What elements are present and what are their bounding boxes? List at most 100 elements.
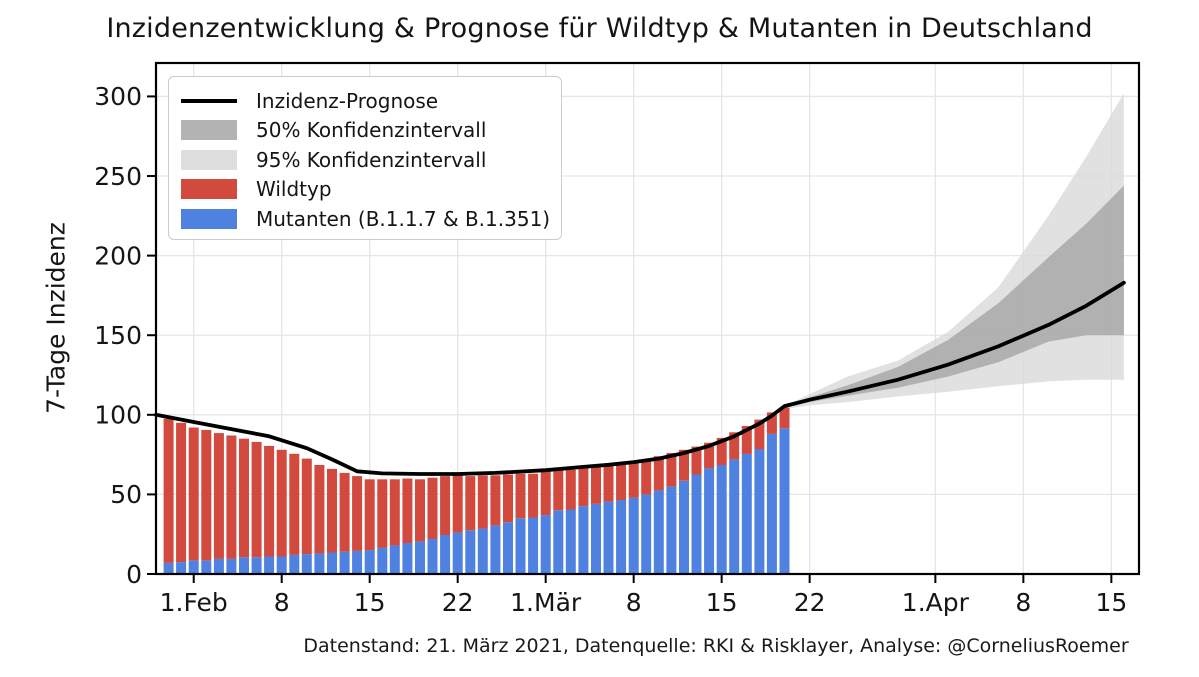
bar-wildtyp (704, 442, 715, 469)
bar-wildtyp (239, 438, 249, 558)
bar-wildtyp (603, 465, 614, 502)
mutanten-bars (163, 428, 790, 574)
bar-mutanten (201, 560, 212, 574)
bar-wildtyp (616, 464, 627, 500)
bar-wildtyp (490, 475, 501, 526)
bar-wildtyp (364, 479, 375, 551)
legend-label: 50% Konfidenzintervall (256, 118, 487, 143)
bar-mutanten (553, 510, 564, 574)
bar-mutanten (565, 509, 576, 574)
bar-mutanten (741, 453, 752, 574)
x-tick-label: 15 (706, 588, 738, 617)
bar-mutanten (452, 532, 463, 574)
bar-wildtyp (515, 473, 526, 519)
bar-mutanten (603, 501, 614, 574)
bar-wildtyp (176, 422, 187, 563)
bar-mutanten (276, 556, 287, 574)
bar-mutanten (729, 459, 740, 574)
x-tick-label: 15 (1095, 588, 1127, 617)
bar-wildtyp (691, 446, 702, 475)
bar-wildtyp (754, 419, 765, 450)
bar-mutanten (477, 528, 488, 574)
bar-wildtyp (591, 467, 601, 504)
bar-mutanten (766, 433, 777, 574)
bar-wildtyp (766, 412, 777, 434)
x-tick-label: 8 (626, 588, 642, 617)
bar-mutanten (716, 465, 727, 574)
bar-mutanten (352, 550, 363, 574)
bar-mutanten (226, 558, 237, 574)
bar-wildtyp (477, 475, 488, 529)
bar-mutanten (528, 517, 539, 574)
bar-mutanten (402, 543, 413, 574)
bar-wildtyp (402, 478, 413, 543)
bar-mutanten (779, 428, 790, 574)
bar-mutanten (465, 530, 476, 574)
bar-mutanten (176, 562, 187, 574)
legend-item-ci95: 95% Konfidenzintervall (181, 145, 561, 175)
bar-wildtyp (653, 456, 664, 491)
y-tick-label: 150 (94, 321, 142, 350)
bar-mutanten (628, 497, 639, 574)
bar-wildtyp (679, 449, 689, 481)
bar-mutanten (503, 522, 513, 574)
x-tick-label: 1.Apr (902, 588, 970, 617)
bar-wildtyp (540, 471, 551, 516)
bar-mutanten (540, 515, 551, 574)
bar-wildtyp (452, 475, 463, 533)
ci50-patch-icon (181, 120, 237, 141)
bar-wildtyp (264, 445, 275, 557)
bar-wildtyp (188, 427, 199, 561)
y-tick-label: 250 (94, 162, 142, 191)
bar-mutanten (239, 557, 249, 574)
bar-mutanten (704, 468, 715, 574)
bar-wildtyp (741, 426, 752, 454)
x-tick-label: 1.Feb (160, 588, 228, 617)
bar-wildtyp (352, 476, 363, 551)
x-tick-label: 8 (274, 588, 290, 617)
bar-wildtyp (427, 477, 438, 539)
bar-wildtyp (213, 433, 224, 559)
bar-mutanten (591, 504, 601, 574)
bar-mutanten (163, 562, 174, 574)
bar-mutanten (188, 560, 199, 574)
wildtyp-patch-icon (181, 179, 237, 200)
x-tick-label: 8 (1015, 588, 1031, 617)
bar-wildtyp (226, 435, 237, 559)
legend: Inzidenz-Prognose 50% Konfidenzintervall… (168, 76, 562, 240)
bar-mutanten (415, 541, 425, 574)
y-tick-label: 100 (94, 401, 142, 430)
legend-item-wildtyp: Wildtyp (181, 175, 561, 205)
bar-wildtyp (389, 479, 400, 546)
ci95-patch-icon (181, 149, 237, 170)
prognose-line (154, 280, 1126, 476)
y-tick-label: 200 (94, 241, 142, 270)
legend-item-mutanten: Mutanten (B.1.1.7 & B.1.351) (181, 204, 561, 234)
bar-wildtyp (251, 441, 262, 558)
x-tick-label: 1.Mär (510, 588, 582, 617)
bar-wildtyp (415, 479, 425, 542)
bar-mutanten (289, 554, 300, 574)
bar-mutanten (754, 449, 765, 574)
bar-mutanten (264, 556, 275, 574)
bar-mutanten (691, 474, 702, 574)
bar-wildtyp (465, 476, 476, 531)
bar-wildtyp (641, 459, 652, 495)
bar-wildtyp (666, 453, 677, 487)
bar-wildtyp (377, 479, 388, 548)
legend-item-prognose: Inzidenz-Prognose (181, 86, 561, 116)
legend-label: 95% Konfidenzintervall (256, 147, 487, 172)
x-tick-label: 22 (794, 588, 826, 617)
bar-wildtyp (528, 473, 539, 518)
bar-mutanten (490, 525, 501, 574)
bar-mutanten (616, 500, 627, 574)
bar-mutanten (213, 558, 224, 574)
bar-mutanten (427, 539, 438, 574)
bar-mutanten (377, 547, 388, 574)
bar-mutanten (314, 553, 325, 574)
bar-mutanten (641, 494, 652, 574)
bar-wildtyp (327, 468, 337, 553)
bar-mutanten (653, 490, 664, 574)
